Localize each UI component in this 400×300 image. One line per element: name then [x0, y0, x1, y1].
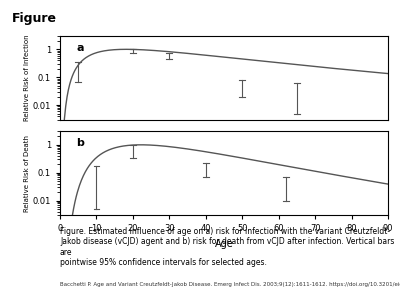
Y-axis label: Relative Risk of Infection: Relative Risk of Infection: [24, 34, 30, 121]
Text: Figure: Figure: [12, 12, 57, 25]
Y-axis label: Relative Risk of Death: Relative Risk of Death: [24, 135, 30, 212]
Text: a: a: [76, 43, 84, 53]
Text: Figure. Estimated influence of age on a) risk for infection with the variant Cre: Figure. Estimated influence of age on a)…: [60, 227, 394, 267]
X-axis label: Age: Age: [215, 239, 233, 249]
Text: Bacchetti P. Age and Variant Creutzfeldt-Jakob Disease. Emerg Infect Dis. 2003;9: Bacchetti P. Age and Variant Creutzfeldt…: [60, 282, 400, 287]
Text: b: b: [76, 138, 84, 148]
